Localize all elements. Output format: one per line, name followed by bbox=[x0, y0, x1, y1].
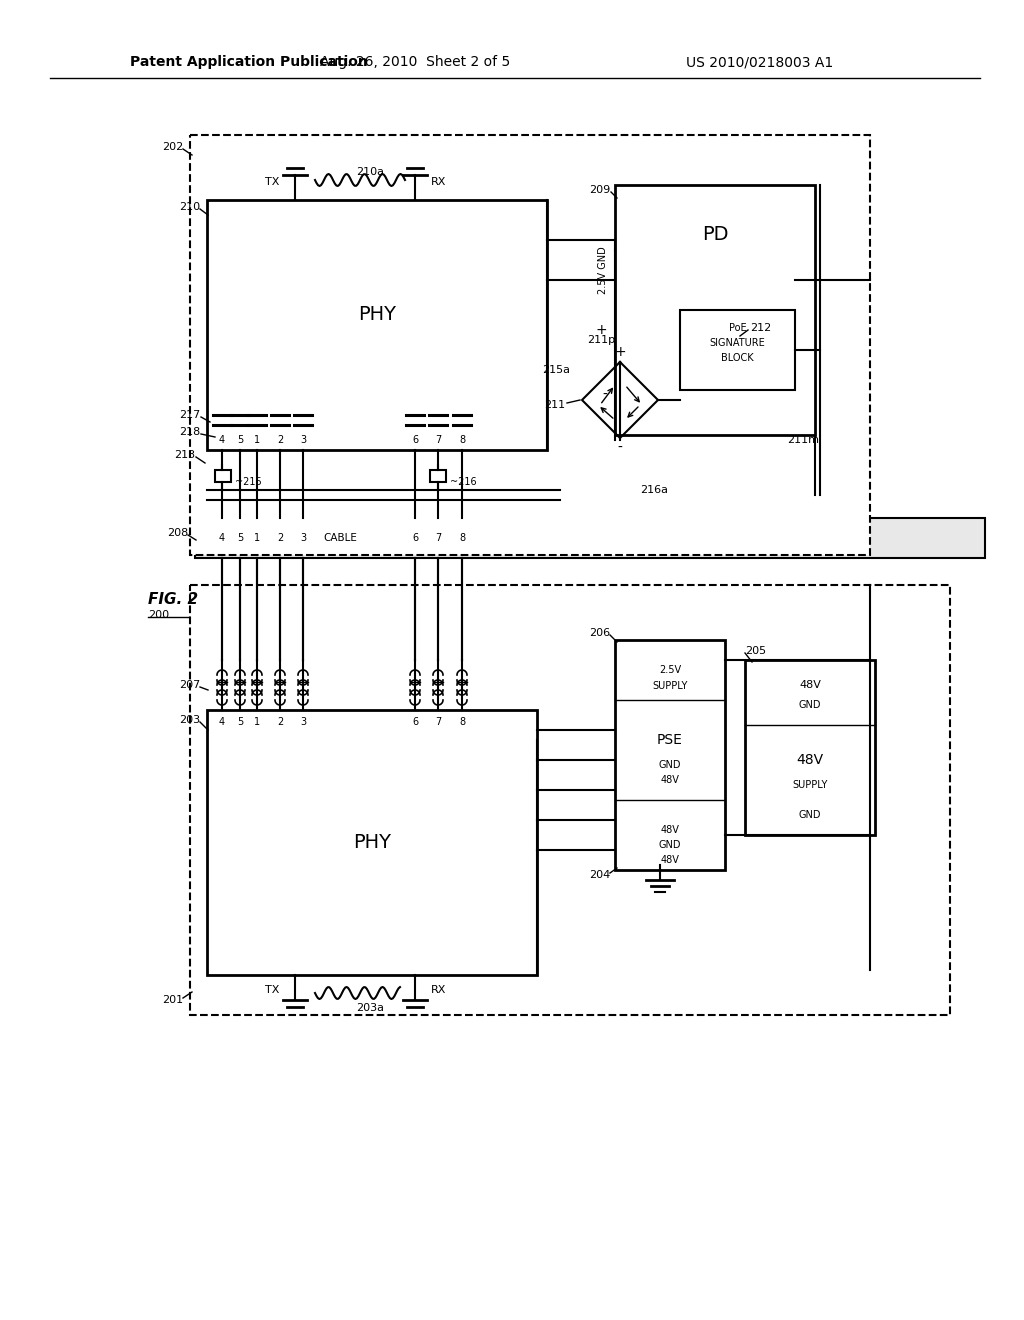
Text: PHY: PHY bbox=[358, 305, 396, 325]
Text: GND: GND bbox=[658, 840, 681, 850]
Text: 4: 4 bbox=[219, 717, 225, 727]
Bar bbox=[207, 710, 537, 975]
Text: -: - bbox=[617, 441, 623, 455]
Text: FIG. 2: FIG. 2 bbox=[148, 593, 198, 607]
Text: +: + bbox=[595, 323, 607, 337]
Text: 48V: 48V bbox=[660, 775, 680, 785]
Text: 6: 6 bbox=[412, 436, 418, 445]
Text: 215a: 215a bbox=[542, 366, 570, 375]
Text: ~215: ~215 bbox=[234, 477, 262, 487]
Text: GND: GND bbox=[799, 700, 821, 710]
Text: TX: TX bbox=[264, 177, 279, 187]
Text: PHY: PHY bbox=[353, 833, 391, 851]
Text: CABLE: CABLE bbox=[323, 533, 357, 543]
Text: GND: GND bbox=[658, 760, 681, 770]
Bar bbox=[190, 135, 870, 554]
Text: 3: 3 bbox=[300, 717, 306, 727]
Text: 217: 217 bbox=[179, 411, 200, 420]
Text: 1: 1 bbox=[254, 717, 260, 727]
Text: 48V: 48V bbox=[799, 680, 821, 690]
Text: ~216: ~216 bbox=[450, 477, 476, 487]
Text: 213: 213 bbox=[174, 450, 195, 459]
Text: 48V: 48V bbox=[660, 825, 680, 836]
Text: 2: 2 bbox=[276, 436, 283, 445]
Bar bbox=[190, 585, 950, 1015]
Text: 203a: 203a bbox=[356, 1003, 384, 1012]
Text: 2: 2 bbox=[276, 533, 283, 543]
Text: 211m: 211m bbox=[787, 436, 819, 445]
Bar bbox=[430, 470, 446, 482]
Bar bbox=[745, 660, 874, 836]
Text: 1: 1 bbox=[254, 436, 260, 445]
Text: 211p: 211p bbox=[587, 335, 615, 345]
Text: RX: RX bbox=[431, 985, 446, 995]
Text: 4: 4 bbox=[219, 436, 225, 445]
Bar bbox=[680, 310, 795, 389]
Bar bbox=[195, 517, 985, 558]
Text: 2: 2 bbox=[276, 717, 283, 727]
Text: 205: 205 bbox=[745, 645, 766, 656]
Text: 216a: 216a bbox=[640, 484, 668, 495]
Text: PSE: PSE bbox=[657, 733, 683, 747]
Text: 8: 8 bbox=[459, 533, 465, 543]
Text: +: + bbox=[614, 345, 626, 359]
Text: 5: 5 bbox=[237, 717, 243, 727]
Bar bbox=[615, 185, 815, 436]
Text: GND: GND bbox=[799, 810, 821, 820]
Text: RX: RX bbox=[431, 177, 446, 187]
Bar bbox=[207, 201, 547, 450]
Text: 5: 5 bbox=[237, 533, 243, 543]
Text: 202: 202 bbox=[162, 143, 183, 152]
Text: 218: 218 bbox=[179, 426, 200, 437]
Text: 3: 3 bbox=[300, 533, 306, 543]
Text: BLOCK: BLOCK bbox=[721, 352, 754, 363]
Text: Aug. 26, 2010  Sheet 2 of 5: Aug. 26, 2010 Sheet 2 of 5 bbox=[319, 55, 510, 69]
Text: 48V: 48V bbox=[660, 855, 680, 865]
Bar bbox=[615, 640, 725, 870]
Text: 212: 212 bbox=[750, 323, 771, 333]
Text: 3: 3 bbox=[300, 436, 306, 445]
Text: 207: 207 bbox=[179, 680, 200, 690]
Text: 210: 210 bbox=[179, 202, 200, 213]
Text: 48V: 48V bbox=[797, 752, 823, 767]
Text: 7: 7 bbox=[435, 717, 441, 727]
Text: 8: 8 bbox=[459, 717, 465, 727]
Text: 206: 206 bbox=[589, 628, 610, 638]
Text: PoE: PoE bbox=[729, 323, 746, 333]
Text: 2.5V: 2.5V bbox=[658, 665, 681, 675]
Text: 203: 203 bbox=[179, 715, 200, 725]
Text: 6: 6 bbox=[412, 533, 418, 543]
Text: PD: PD bbox=[701, 226, 728, 244]
Text: 209: 209 bbox=[589, 185, 610, 195]
Text: SUPPLY: SUPPLY bbox=[793, 780, 827, 789]
Text: 7: 7 bbox=[435, 533, 441, 543]
Text: SUPPLY: SUPPLY bbox=[652, 681, 688, 690]
Text: 204: 204 bbox=[589, 870, 610, 880]
Text: 1: 1 bbox=[254, 533, 260, 543]
Text: -: - bbox=[602, 388, 607, 403]
Text: 8: 8 bbox=[459, 436, 465, 445]
Text: 2.5V GND: 2.5V GND bbox=[598, 246, 608, 294]
Text: 208: 208 bbox=[167, 528, 188, 539]
Text: 211: 211 bbox=[544, 400, 565, 411]
Text: 6: 6 bbox=[412, 717, 418, 727]
Text: 7: 7 bbox=[435, 436, 441, 445]
Bar bbox=[215, 470, 231, 482]
Text: SIGNATURE: SIGNATURE bbox=[710, 338, 765, 348]
Text: 210a: 210a bbox=[356, 168, 384, 177]
Text: 4: 4 bbox=[219, 533, 225, 543]
Text: Patent Application Publication: Patent Application Publication bbox=[130, 55, 368, 69]
Text: TX: TX bbox=[264, 985, 279, 995]
Text: 200: 200 bbox=[148, 610, 169, 620]
Text: US 2010/0218003 A1: US 2010/0218003 A1 bbox=[686, 55, 834, 69]
Text: 201: 201 bbox=[162, 995, 183, 1005]
Text: 5: 5 bbox=[237, 436, 243, 445]
